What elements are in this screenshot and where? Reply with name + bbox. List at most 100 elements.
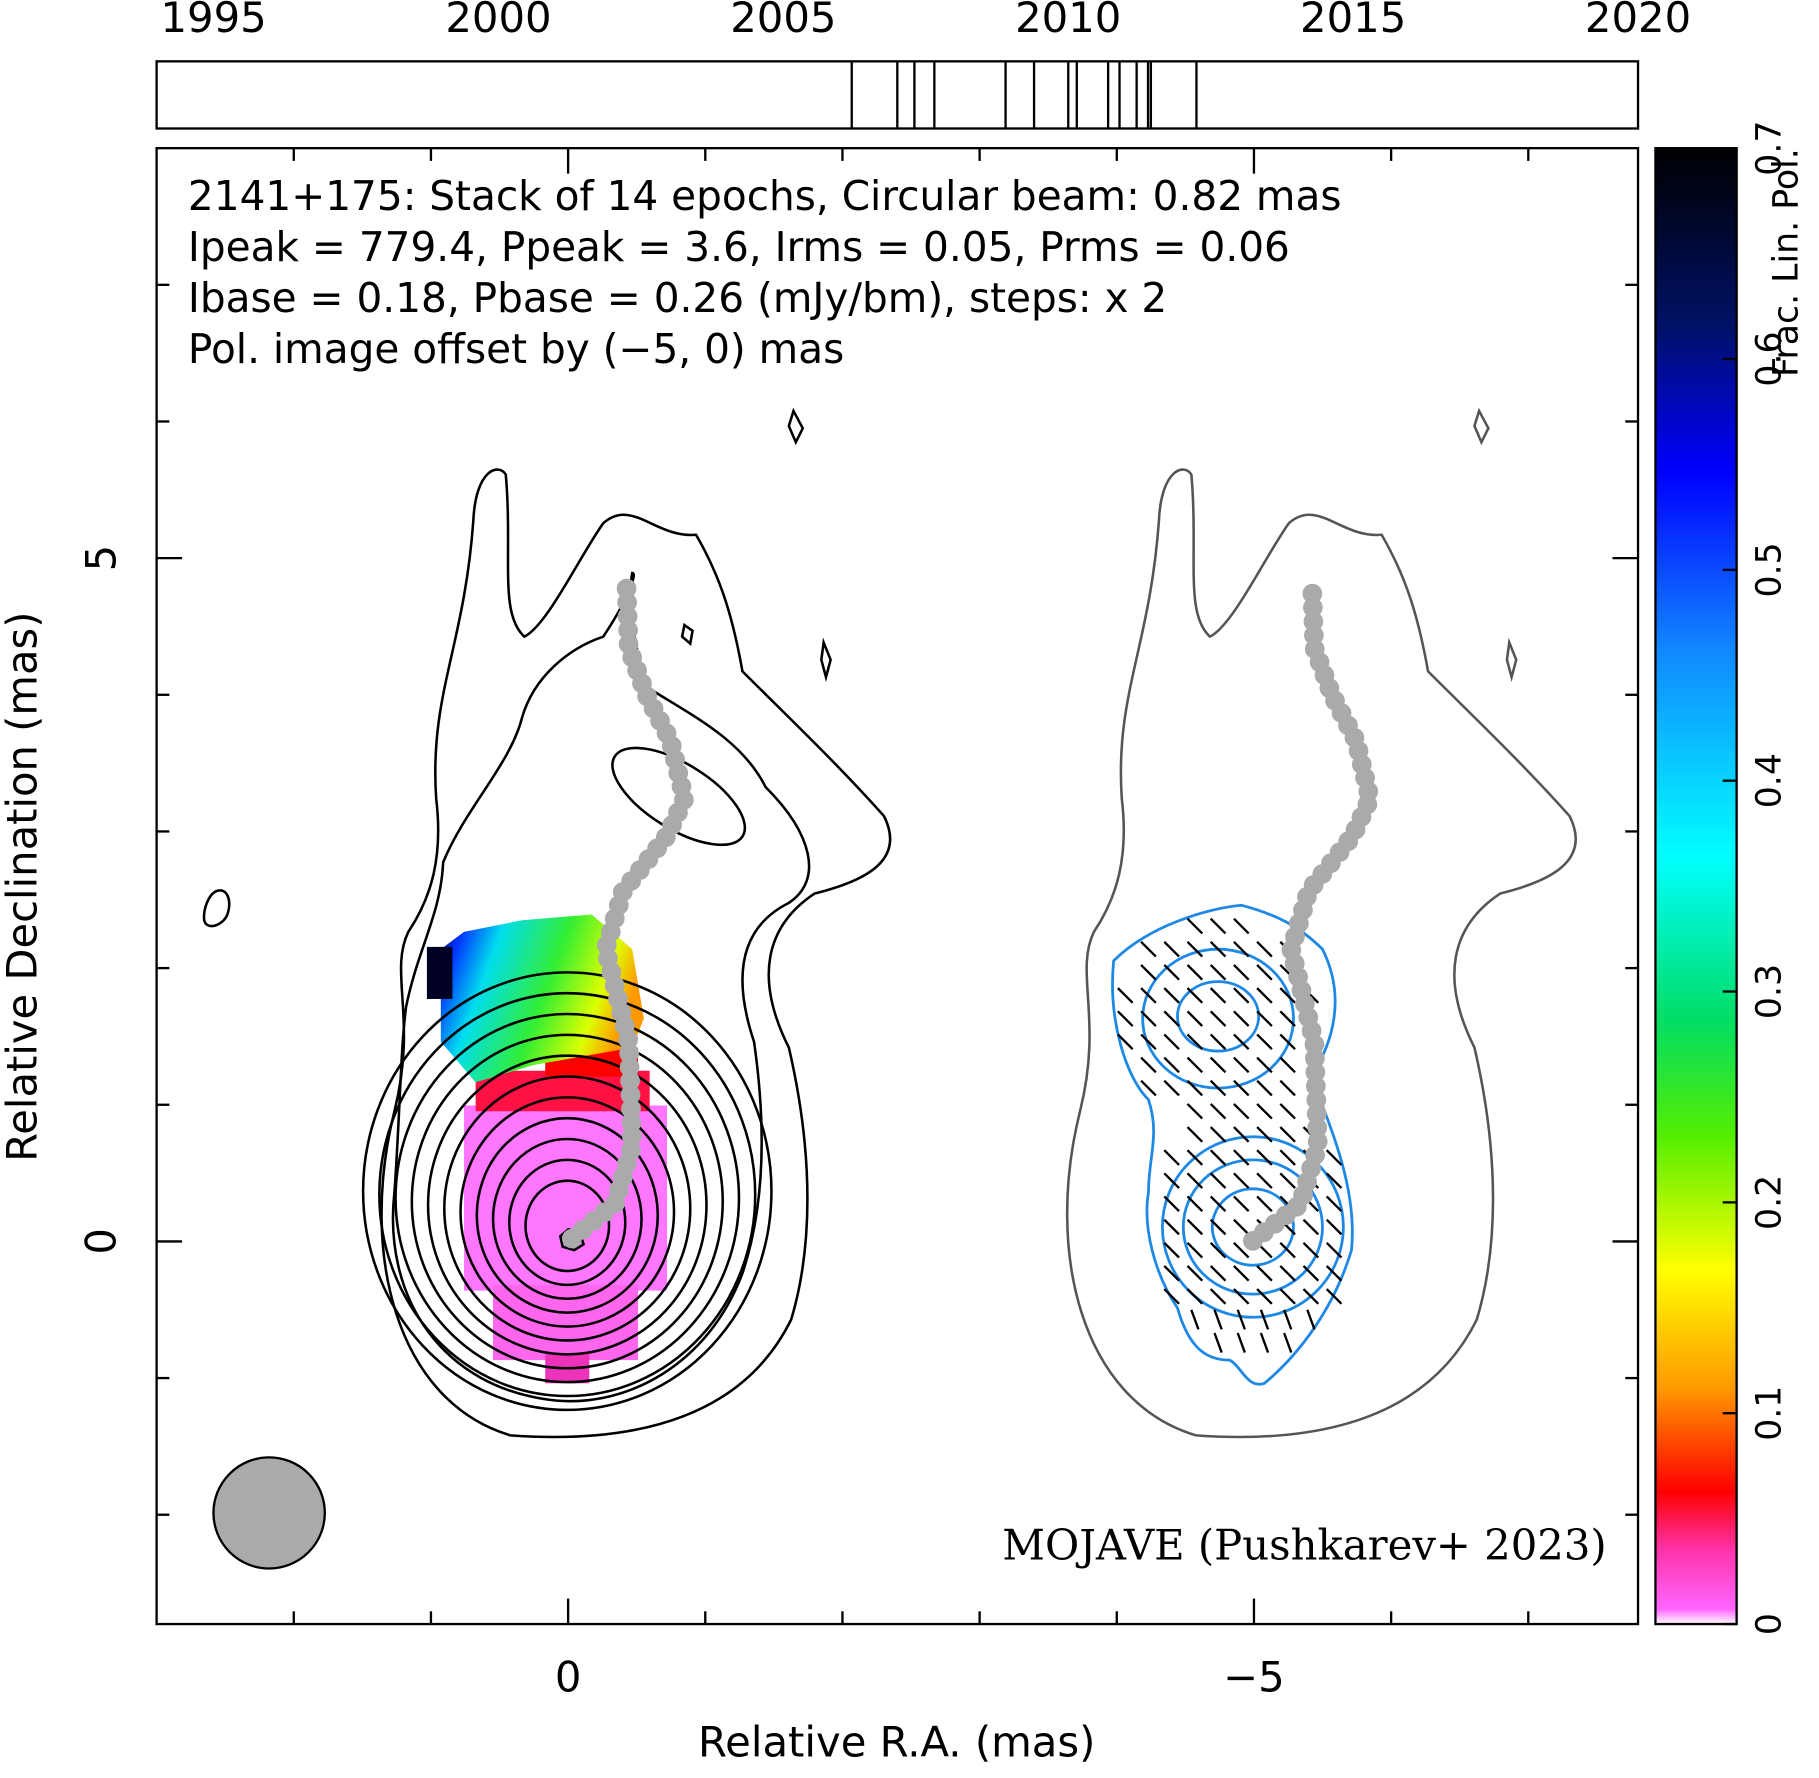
evpa-stick xyxy=(1140,1033,1157,1050)
evpa-stick xyxy=(1209,917,1227,935)
evpa-stick xyxy=(1163,1265,1180,1282)
evpa-stick xyxy=(1186,987,1204,1004)
evpa-stick xyxy=(1279,1010,1296,1027)
evpa-stick xyxy=(1140,1056,1157,1074)
evpa-stick xyxy=(1140,964,1157,981)
annotation: Ipeak = 779.4, Ppeak = 3.6, Irms = 0.05,… xyxy=(188,223,1290,271)
evpa-stick xyxy=(1256,1265,1273,1282)
annotation: 2141+175: Stack of 14 epochs, Circular b… xyxy=(188,172,1342,220)
colorbar xyxy=(1654,147,1738,1626)
contour xyxy=(426,1054,708,1356)
evpa-stick xyxy=(1279,1149,1296,1166)
evpa-stick xyxy=(1256,1126,1273,1143)
contour xyxy=(361,971,773,1412)
evpa-stick xyxy=(1302,1218,1320,1236)
evpa-stick xyxy=(1233,1241,1250,1259)
y-tick-label: 5 xyxy=(76,545,125,572)
evpa-stick xyxy=(1186,1172,1204,1189)
x-axis-label: Relative R.A. (mas) xyxy=(698,1718,1095,1767)
timeline-tick-label: 1995 xyxy=(160,0,266,42)
evpa-stick xyxy=(1233,1288,1250,1305)
evpa-stick xyxy=(1209,1149,1227,1166)
evpa-stick xyxy=(1163,1079,1180,1097)
evpa-stick xyxy=(1325,1218,1343,1236)
evpa-stick xyxy=(1209,1033,1227,1050)
evpa-stick xyxy=(1325,1265,1343,1282)
timeline-tick-label: 2015 xyxy=(1300,0,1406,42)
evpa-stick xyxy=(1256,1288,1273,1305)
evpa-stick xyxy=(1233,1056,1250,1074)
evpa-stick xyxy=(1186,1265,1204,1282)
evpa-stick xyxy=(1209,941,1227,958)
evpa-stick xyxy=(1279,987,1296,1004)
colorbar-tick-label: 0.3 xyxy=(1749,964,1789,1019)
evpa-stick xyxy=(1256,964,1273,981)
x-tick-label: −5 xyxy=(1223,1653,1285,1702)
evpa-stick xyxy=(1186,1218,1204,1236)
x-tick-label: 0 xyxy=(555,1653,582,1702)
evpa-stick xyxy=(1186,1149,1204,1166)
evpa-stick xyxy=(1186,964,1204,981)
evpa-stick xyxy=(1233,941,1250,958)
evpa-stick xyxy=(1279,1126,1296,1143)
core-contours xyxy=(361,971,773,1412)
evpa-stick xyxy=(1117,1010,1134,1027)
evpa-stick xyxy=(1233,1195,1250,1213)
evpa-stick xyxy=(1209,1126,1227,1143)
timeline-tick-label: 2020 xyxy=(1585,0,1691,42)
evpa-stick xyxy=(1163,1033,1180,1050)
evpa-stick xyxy=(1163,1056,1180,1074)
colorbar-tick-label: 0.4 xyxy=(1749,753,1789,808)
evpa-stick xyxy=(1233,1010,1250,1027)
contour xyxy=(524,1179,611,1273)
evpa-stick xyxy=(1279,1265,1296,1282)
evpa-stick xyxy=(1256,1149,1273,1166)
contour xyxy=(394,1012,741,1384)
evpa-stick xyxy=(1325,1241,1343,1259)
evpa-stick xyxy=(1256,1010,1273,1027)
evpa-stick xyxy=(1283,1332,1293,1353)
evpa-stick xyxy=(1279,1241,1296,1259)
colorbar-tick-label: 0.2 xyxy=(1749,1175,1789,1230)
evpa-stick xyxy=(1163,987,1180,1004)
evpa-stick xyxy=(1233,1149,1250,1166)
evpa-stick xyxy=(1306,1309,1316,1330)
evpa-stick xyxy=(1279,1033,1296,1050)
evpa-stick xyxy=(1209,1241,1227,1259)
evpa-stick xyxy=(1233,1172,1250,1189)
colorbar-label: Frac. Lin. Pol. xyxy=(1767,148,1807,377)
evpa-stick xyxy=(1279,1172,1296,1189)
evpa-stick xyxy=(1186,1103,1204,1120)
evpa-stick xyxy=(1233,1218,1250,1236)
evpa-stick xyxy=(1279,1079,1296,1097)
y-axis-label: Relative Declination (mas) xyxy=(0,612,47,1162)
colorbar-tick-label: 0.6 xyxy=(1749,331,1789,386)
evpa-stick xyxy=(1186,1079,1204,1097)
evpa-stick xyxy=(1233,1265,1250,1282)
evpa-stick xyxy=(1209,1079,1227,1097)
evpa-stick xyxy=(1209,1172,1227,1189)
evpa-stick xyxy=(1325,1172,1343,1189)
evpa-stick xyxy=(1302,1265,1320,1282)
evpa-stick xyxy=(1233,1103,1250,1120)
evpa-stick xyxy=(1186,1033,1204,1050)
evpa-stick xyxy=(1209,1265,1227,1282)
contour xyxy=(378,991,757,1398)
evpa-stick xyxy=(1302,1241,1320,1259)
evpa-stick xyxy=(1209,1218,1227,1236)
evpa-stick xyxy=(1213,1332,1223,1353)
contour xyxy=(443,1075,692,1342)
evpa-stick xyxy=(1233,964,1250,981)
jet-ridge-line xyxy=(562,574,695,1249)
evpa-sticks xyxy=(1117,917,1343,1353)
colorbar-tick-label: 0.7 xyxy=(1749,121,1789,176)
evpa-stick xyxy=(1140,1079,1157,1097)
evpa-stick xyxy=(1233,917,1250,935)
evpa-stick xyxy=(1233,1126,1250,1143)
evpa-stick xyxy=(1163,941,1180,958)
evpa-stick xyxy=(1186,917,1204,935)
evpa-stick xyxy=(1233,987,1250,1004)
evpa-stick xyxy=(1325,1288,1343,1305)
evpa-stick xyxy=(1233,1033,1250,1050)
evpa-stick xyxy=(1236,1332,1246,1353)
